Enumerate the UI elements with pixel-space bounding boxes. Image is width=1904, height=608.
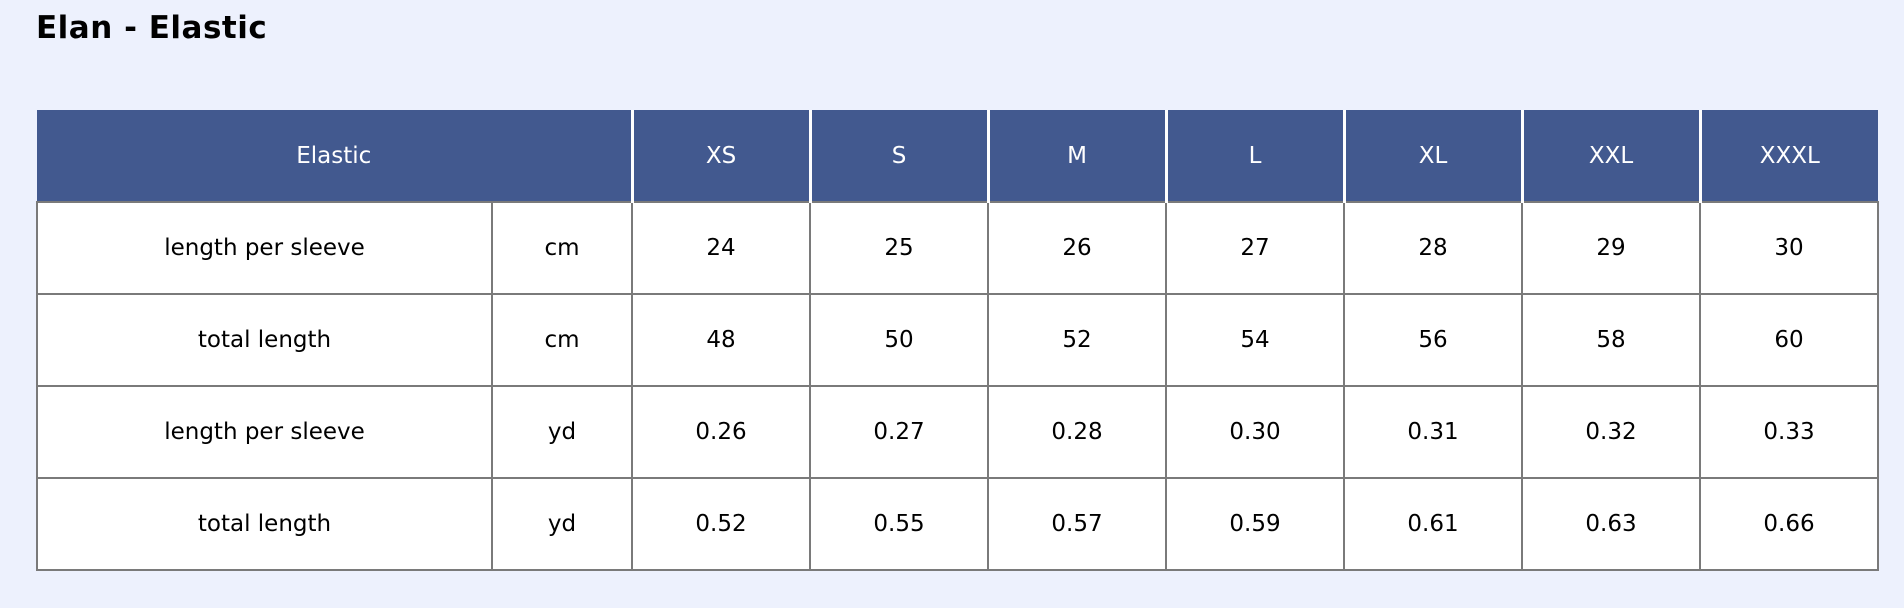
table-body: length per sleeve cm 24 25 26 27 28 29 30 total l… [36, 201, 1879, 572]
size-value-cell: 0.26 [631, 385, 811, 480]
size-value-cell: 27 [1165, 201, 1345, 296]
size-value-cell: 0.63 [1521, 477, 1701, 572]
header-cell-s: S [808, 110, 988, 203]
unit-cell: yd [491, 477, 633, 572]
measurement-label-cell: total length [36, 477, 493, 572]
header-cell-m: M [986, 110, 1166, 203]
size-value-cell: 60 [1699, 293, 1879, 388]
size-value-cell: 24 [631, 201, 811, 296]
measurement-label-cell: total length [36, 293, 493, 388]
size-value-cell: 0.33 [1699, 385, 1879, 480]
header-cell-xxl: XXL [1520, 110, 1700, 203]
size-value-cell: 0.30 [1165, 385, 1345, 480]
size-value-cell: 30 [1699, 201, 1879, 296]
header-cell-xs: XS [630, 110, 810, 203]
size-value-cell: 56 [1343, 293, 1523, 388]
size-chart-table: Elastic XS S M L XL XXL XXXL length per sleeve c… [36, 110, 1879, 572]
size-value-cell: 0.27 [809, 385, 989, 480]
unit-cell: cm [491, 201, 633, 296]
table-row: length per sleeve yd 0.26 0.27 0.28 0.30 0.31 0… [36, 385, 1879, 480]
size-value-cell: 29 [1521, 201, 1701, 296]
size-value-cell: 0.66 [1699, 477, 1879, 572]
size-value-cell: 0.59 [1165, 477, 1345, 572]
measurement-label-cell: length per sleeve [36, 385, 493, 480]
unit-cell: yd [491, 385, 633, 480]
unit-cell: cm [491, 293, 633, 388]
size-value-cell: 26 [987, 201, 1167, 296]
size-chart-page: Elan - Elastic Elastic XS S M L XL XXL XXXL len… [0, 10, 1904, 572]
size-value-cell: 0.57 [987, 477, 1167, 572]
table-row: total length yd 0.52 0.55 0.57 0.59 0.61 0.63 0.… [36, 477, 1879, 572]
header-row: Elastic XS S M L XL XXL XXXL [37, 110, 1878, 203]
size-value-cell: 0.32 [1521, 385, 1701, 480]
table-row: length per sleeve cm 24 25 26 27 28 29 30 [36, 201, 1879, 296]
size-value-cell: 58 [1521, 293, 1701, 388]
header-cell-xl: XL [1342, 110, 1522, 203]
size-value-cell: 25 [809, 201, 989, 296]
size-value-cell: 54 [1165, 293, 1345, 388]
size-value-cell: 52 [987, 293, 1167, 388]
table-row: total length cm 48 50 52 54 56 58 60 [36, 293, 1879, 388]
header-cell-l: L [1164, 110, 1344, 203]
size-value-cell: 0.31 [1343, 385, 1523, 480]
size-value-cell: 0.28 [987, 385, 1167, 480]
size-value-cell: 28 [1343, 201, 1523, 296]
header-cell-xxxl: XXXL [1698, 110, 1878, 203]
size-value-cell: 0.61 [1343, 477, 1523, 572]
size-value-cell: 0.52 [631, 477, 811, 572]
size-value-cell: 48 [631, 293, 811, 388]
size-value-cell: 0.55 [809, 477, 989, 572]
header-cell-elastic: Elastic [37, 110, 632, 203]
page-title: Elan - Elastic [36, 10, 268, 46]
size-value-cell: 50 [809, 293, 989, 388]
measurement-label-cell: length per sleeve [36, 201, 493, 296]
